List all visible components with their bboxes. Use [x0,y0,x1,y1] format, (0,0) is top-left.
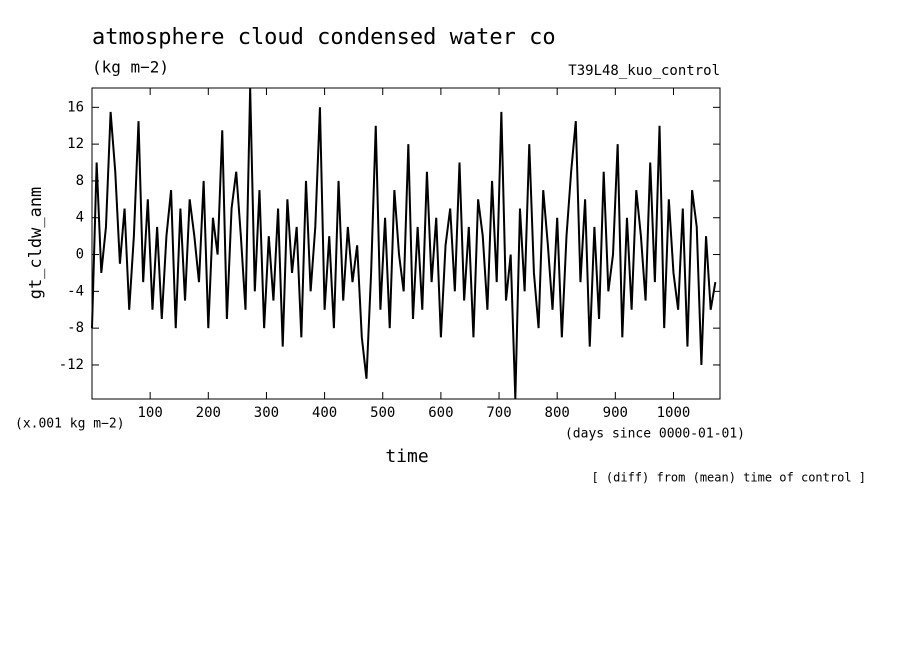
x-tick-label: 1000 [657,405,691,421]
x-tick-label: 800 [545,405,570,421]
y-tick-label: -12 [59,357,84,373]
chart-title: atmosphere cloud condensed water co [92,25,556,50]
run-label: T39L48_kuo_control [568,63,720,79]
y-tick-label: 12 [67,136,84,152]
plot-frame [91,87,721,400]
x-axis-label: time [385,446,428,467]
y-tick-label: -4 [67,283,84,299]
x-tick-label: 400 [312,405,337,421]
y-tick-label: -8 [67,320,84,336]
y-tick-label: 16 [67,99,84,115]
x-unit-note: (days since 0000-01-01) [565,427,745,442]
footnote: [ (diff) from (mean) time of control ] [591,471,866,485]
x-tick-label: 600 [428,405,453,421]
x-tick-label: 100 [137,405,162,421]
x-tick-label: 200 [196,405,221,421]
data-line [91,87,717,400]
x-tick-label: 500 [370,405,395,421]
x-tick-label: 900 [603,405,628,421]
y-tick-label: 4 [76,210,84,226]
y-unit-note: (x.001 kg m−2) [15,417,125,432]
y-tick-label: 8 [76,173,84,189]
x-tick-label: 700 [486,405,511,421]
x-tick-label: 300 [254,405,279,421]
y-tick-label: 0 [76,247,84,263]
chart-subtitle: (kg m−2) [92,58,169,77]
y-axis-label: gt_cldw_anm [26,187,46,300]
